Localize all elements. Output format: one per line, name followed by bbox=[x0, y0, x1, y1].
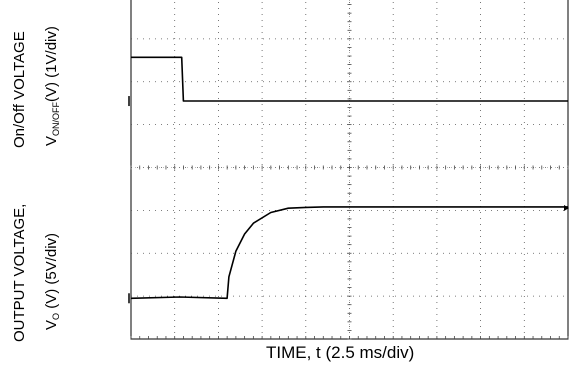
trigger-marker bbox=[564, 205, 569, 211]
v-on-off-label: VON/OFF(V) (1V/div) bbox=[43, 26, 61, 146]
x-axis-label: TIME, t (2.5 ms/div) bbox=[266, 343, 415, 362]
on-off-voltage-label: On/Off VOLTAGE bbox=[11, 31, 28, 148]
grid bbox=[130, 0, 569, 340]
traces bbox=[128, 56, 569, 304]
on-off-voltage-trace bbox=[130, 206, 568, 300]
output-voltage-label: OUTPUT VOLTAGE, bbox=[11, 203, 28, 342]
output-voltage-trace bbox=[131, 56, 568, 102]
v-o-label: VO (V) (5V/div) bbox=[43, 232, 61, 330]
